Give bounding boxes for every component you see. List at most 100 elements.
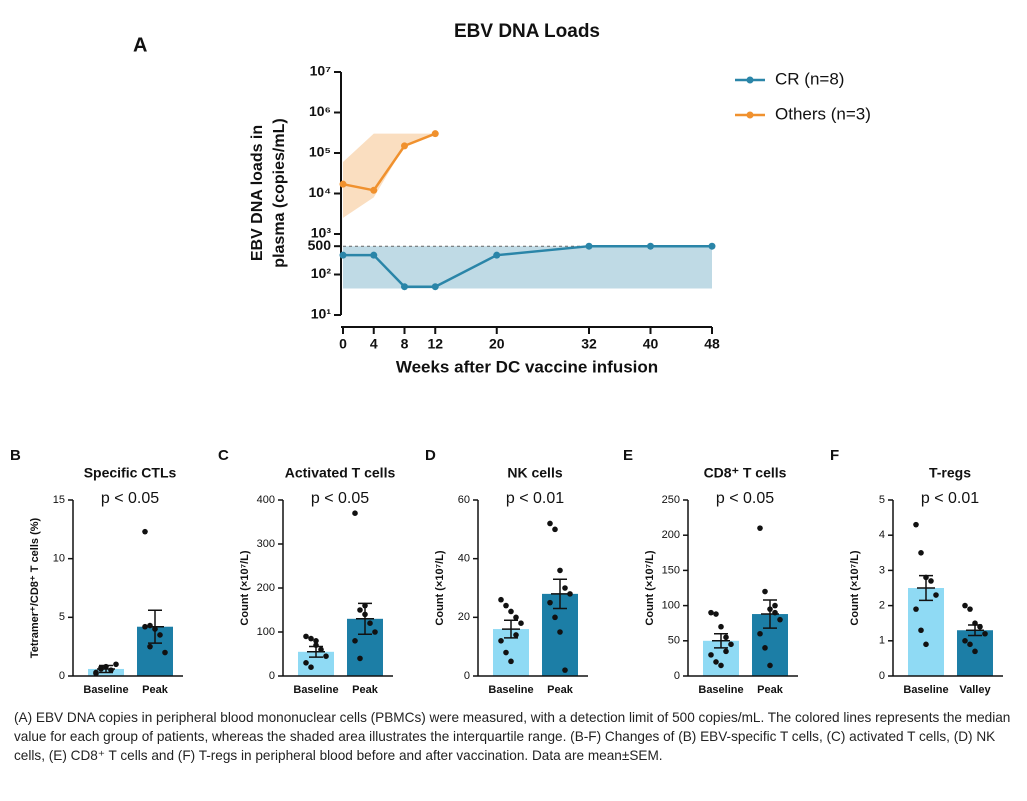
data-point [552,614,558,621]
data-point [777,616,783,623]
data-point [982,630,988,637]
error-bar [917,574,935,602]
data-point [142,528,148,535]
data-point [113,661,119,668]
panel-title: T-regs [929,465,971,481]
data-point [513,632,519,638]
y-tick-label: 10¹ [311,306,332,322]
data-point [503,649,509,656]
y-tick-label: 0 [674,670,680,682]
p-value: p < 0.01 [506,490,564,507]
series-line [343,244,712,288]
legend-label: Others (n=3) [775,104,871,123]
y-tick-label: 5 [59,611,65,623]
data-point [352,638,358,644]
data-point [962,602,968,609]
data-point [493,251,501,259]
data-point [162,649,168,656]
x-tick-label: Baseline [903,684,948,696]
x-tick-label: 12 [427,336,443,352]
panel-label: F [830,447,839,464]
data-point [557,629,563,635]
data-point [928,578,934,584]
data-point [323,653,329,659]
y-axis-label: Count (×10⁷/L) [849,550,861,625]
data-point [918,627,924,634]
y-tick-label: 4 [879,529,885,541]
y-tick-label: 500 [308,237,332,253]
data-point [339,180,347,188]
legend-label: CR (n=8) [775,69,844,88]
error-bar [146,609,164,644]
panel-title: Activated T cells [285,465,396,481]
panel-title: NK cells [507,465,562,481]
panel-title: CD8⁺ T cells [704,465,787,481]
data-point [503,602,509,609]
data-point [757,630,763,637]
data-point [913,606,919,612]
data-point [708,609,714,616]
y-tick-label: 10³ [311,225,332,241]
y-tick-label: 100 [662,600,680,612]
data-point [401,283,408,291]
data-point [370,186,378,194]
data-point [498,638,504,644]
legend-marker [746,76,754,84]
data-point [567,591,573,597]
panel-label: A [133,34,147,56]
data-point [962,638,968,644]
data-point [352,510,358,516]
y-tick-label: 0 [879,670,885,682]
data-point [913,521,919,528]
caption: (A) EBV DNA copies in peripheral blood m… [14,710,1011,763]
y-axis-label: Count (×10⁷/L) [644,550,656,625]
x-tick-label: Peak [547,684,574,696]
data-point [772,602,778,609]
data-point [513,614,519,621]
y-axis-label: Count (×10⁷/L) [434,550,446,625]
data-point [767,662,773,669]
y-tick-label: 1 [879,635,885,647]
y-tick-label: 3 [879,564,885,576]
data-point [718,662,724,669]
y-axis-label: Count (×10⁷/L) [239,550,251,625]
data-point [147,643,153,650]
x-tick-label: 8 [401,336,409,352]
bar [908,588,944,676]
data-point [718,623,724,630]
panel-label: B [10,447,21,464]
data-point [303,660,309,666]
data-point [762,588,768,595]
data-point [547,520,553,527]
y-axis-label: plasma (copies/mL) [271,118,288,267]
data-point [431,130,439,138]
y-axis-label: Tetramer⁺/CD8⁺ T cells (%) [29,517,41,658]
data-point [357,655,363,662]
data-point [498,596,504,603]
panel-label: C [218,447,229,464]
error-bar [761,599,779,629]
data-point [728,641,734,648]
data-point [367,620,373,626]
x-tick-label: 48 [704,336,720,352]
y-tick-label: 400 [257,494,275,506]
x-tick-label: Peak [352,684,379,696]
data-point [562,667,568,673]
p-value: p < 0.05 [311,490,369,507]
data-point [308,635,314,642]
y-tick-label: 10⁶ [309,103,331,119]
data-point [918,550,924,556]
y-tick-label: 5 [879,494,885,506]
data-point [762,645,768,651]
data-point [757,525,763,531]
y-tick-label: 40 [458,553,470,565]
y-tick-label: 100 [257,626,275,638]
y-tick-label: 0 [59,670,65,682]
y-tick-label: 10⁷ [310,63,332,79]
y-tick-label: 300 [257,538,275,550]
x-tick-label: Peak [757,684,784,696]
data-point [972,648,978,655]
y-tick-label: 0 [269,670,275,682]
